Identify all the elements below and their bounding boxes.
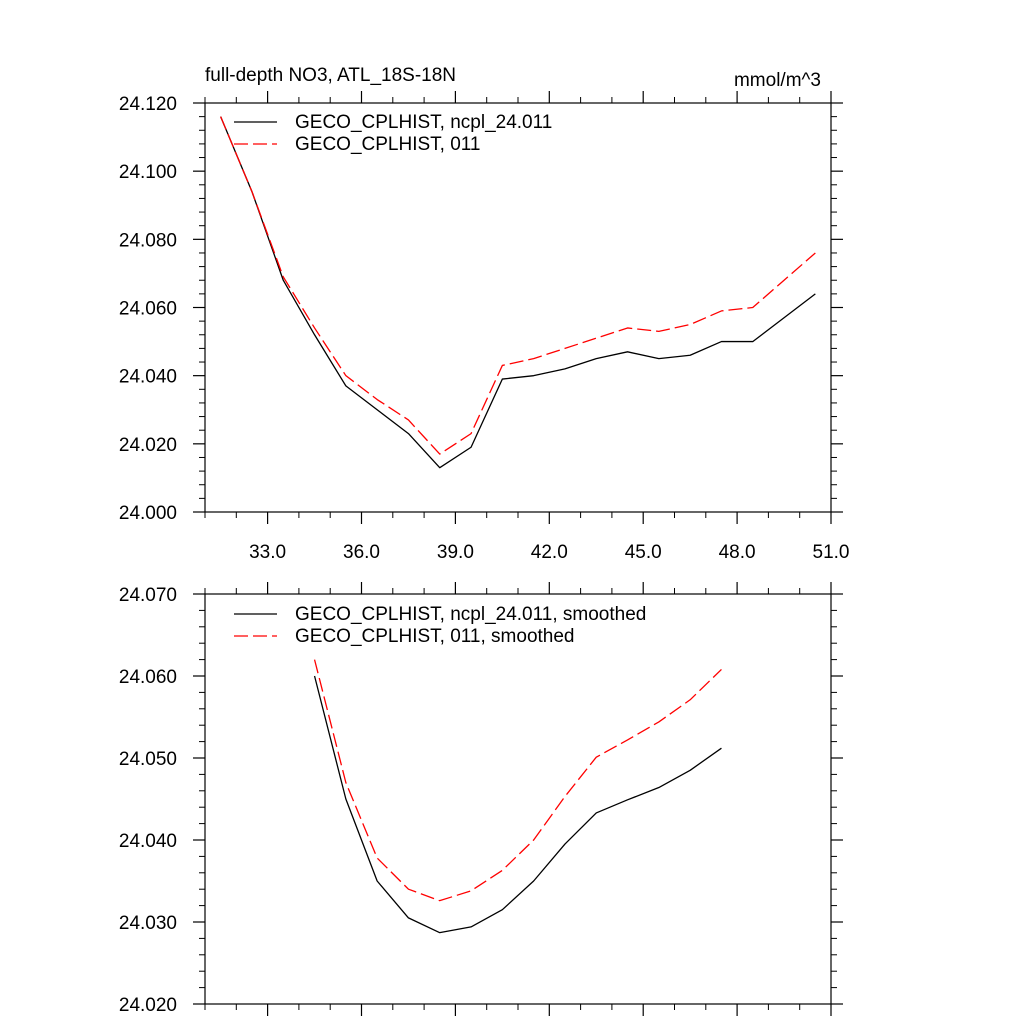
top-chart-title: full-depth NO3, ATL_18S-18N [205,65,456,86]
bottom-y-tick-label: 24.070 [119,585,177,606]
bottom-y-tick-label: 24.040 [119,831,177,852]
top-y-tick-label: 24.080 [119,230,177,251]
bottom-legend-label-1: GECO_CPLHIST, ncpl_24.011, smoothed [295,604,646,625]
top-y-tick-label: 24.120 [119,94,177,115]
top-x-tick-label: 36.0 [343,542,380,563]
top-series-line-2 [220,116,816,455]
bottom-y-tick-label: 24.030 [119,913,177,934]
bottom-plot-frame [204,593,832,1005]
top-y-tick-label: 24.060 [119,299,177,320]
top-x-tick-label: 45.0 [625,542,662,563]
bottom-series-line-2 [313,659,722,902]
bottom-y-tick-label: 24.060 [119,667,177,688]
top-units-label: mmol/m^3 [734,70,821,91]
top-series-line-1 [220,116,816,469]
top-y-tick-label: 24.100 [119,162,177,183]
top-y-tick-label: 24.020 [119,435,177,456]
top-x-tick-label: 48.0 [719,542,756,563]
top-x-tick-label: 33.0 [249,542,286,563]
bottom-y-tick-label: 24.050 [119,749,177,770]
top-x-tick-label: 51.0 [813,542,850,563]
top-panel: 24.000 24.020 24.040 24.060 24.080 24.100 24.1… [119,65,850,563]
top-y-tick-label: 24.040 [119,367,177,388]
bottom-series-line-1 [313,675,722,934]
top-x-tick-label: 39.0 [437,542,474,563]
top-y-tick-label: 24.000 [119,503,177,524]
bottom-panel: 24.020 24.030 24.040 24.050 24.060 24.070 GECO… [119,582,843,1016]
top-legend-label-1: GECO_CPLHIST, ncpl_24.011 [295,112,552,133]
bottom-legend-label-2: GECO_CPLHIST, 011, smoothed [295,626,575,647]
top-legend-label-2: GECO_CPLHIST, 011 [295,134,481,155]
top-x-tick-label: 42.0 [531,542,568,563]
bottom-y-tick-label: 24.020 [119,995,177,1016]
